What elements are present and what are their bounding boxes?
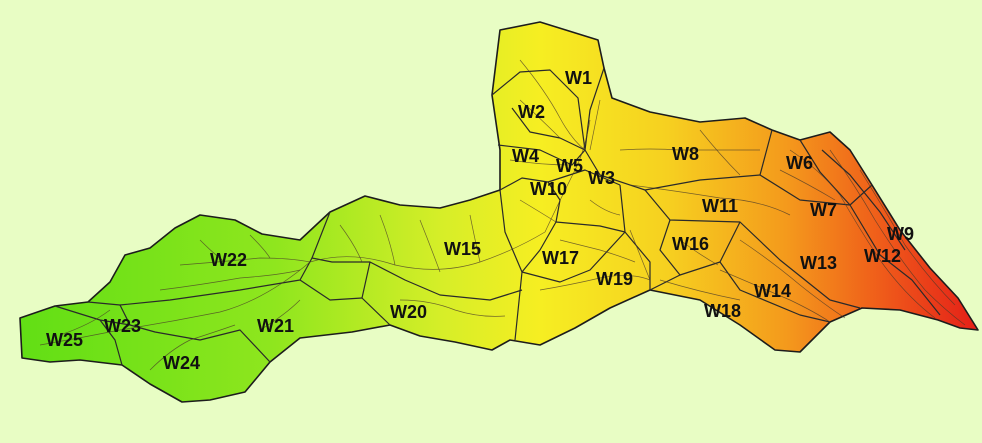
label-w8: W8	[672, 144, 699, 164]
label-w20: W20	[390, 302, 427, 322]
label-w23: W23	[104, 316, 141, 336]
label-w2: W2	[518, 102, 545, 122]
label-w7: W7	[810, 200, 837, 220]
label-w24: W24	[163, 353, 200, 373]
label-w22: W22	[210, 250, 247, 270]
label-w1: W1	[565, 68, 592, 88]
label-w4: W4	[512, 146, 539, 166]
label-w11: W11	[702, 196, 738, 216]
label-w9: W9	[887, 224, 914, 244]
basin-outline	[19, 21, 979, 403]
label-w18: W18	[704, 301, 741, 321]
label-w12: W12	[864, 246, 901, 266]
label-w25: W25	[46, 330, 83, 350]
label-w21: W21	[257, 316, 294, 336]
label-w10: W10	[530, 179, 567, 199]
label-w19: W19	[596, 269, 633, 289]
label-w15: W15	[444, 239, 481, 259]
watershed-labels: W1 W2 W3 W4 W5 W6 W7 W8 W9 W10 W11 W12 W…	[46, 68, 914, 373]
label-w5: W5	[556, 156, 583, 176]
subbasin-boundaries	[54, 67, 941, 366]
stream-network	[39, 59, 966, 371]
label-w3: W3	[588, 168, 615, 188]
label-w6: W6	[786, 153, 813, 173]
label-w17: W17	[542, 248, 579, 268]
label-w16: W16	[672, 234, 709, 254]
label-w13: W13	[800, 253, 837, 273]
label-w14: W14	[754, 281, 791, 301]
